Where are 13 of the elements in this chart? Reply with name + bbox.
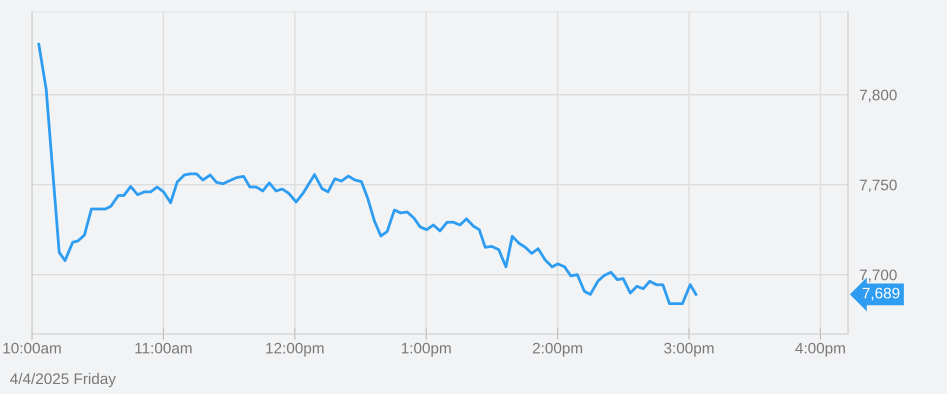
x-tick-label: 11:00am <box>135 342 192 354</box>
text: 7,689 <box>862 288 900 300</box>
x-tick-label: 2:00pm <box>532 342 582 357</box>
y-tick-label: 7,750 <box>860 180 897 192</box>
x-tick-label: 4:00pm <box>795 342 845 357</box>
x-tick-label: 1:00pm <box>402 342 451 357</box>
x-tick-label: 12:00pm <box>266 342 324 357</box>
x-tick-label: 10:00am <box>3 342 61 354</box>
line-series <box>37 42 698 305</box>
text: 4/4/2025 Friday <box>10 372 116 388</box>
y-tick-label: 7,800 <box>860 90 897 102</box>
x-tick-label: 3:00pm <box>664 342 714 357</box>
y-tick-label: 7,700 <box>860 270 897 282</box>
